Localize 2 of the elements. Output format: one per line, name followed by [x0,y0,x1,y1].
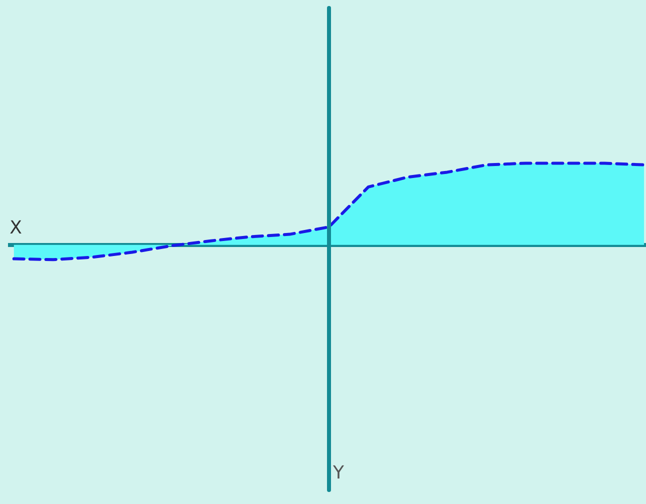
x-axis-title: X [10,217,22,238]
text: Y [332,462,345,484]
